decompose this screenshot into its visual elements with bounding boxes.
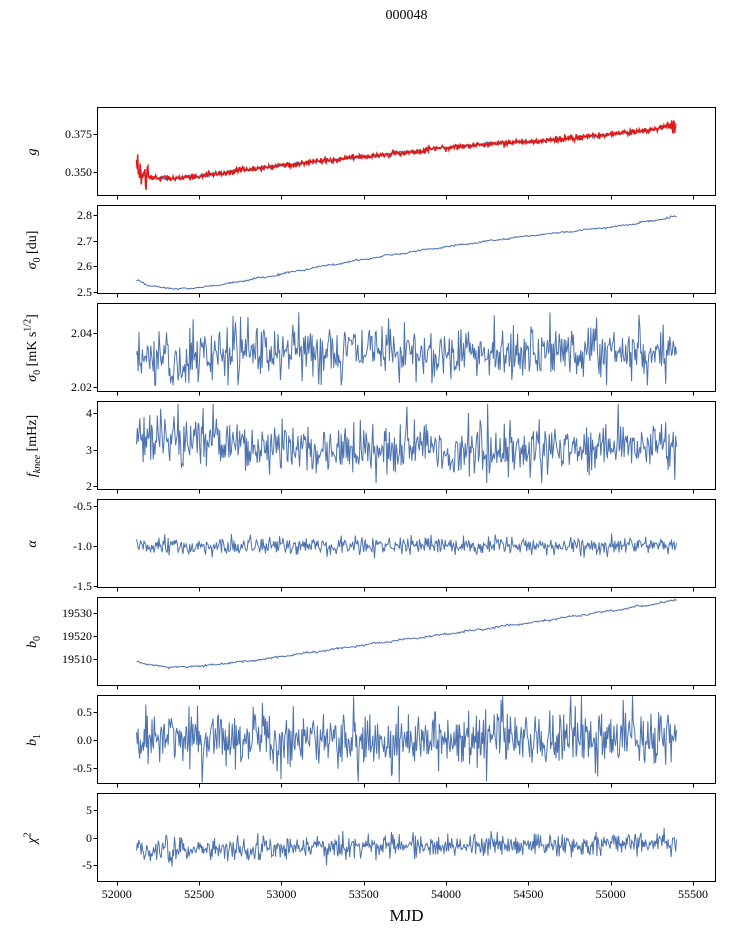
axes-frame	[97, 695, 716, 784]
series-alpha-curve	[136, 533, 677, 559]
y-tick-label: 0.375	[65, 127, 92, 142]
y-tick-label: -1.0	[73, 539, 92, 554]
y-axis-label-b0: b0	[25, 635, 43, 648]
series-b1-curve	[136, 696, 677, 783]
y-axis-label-sigma0-mks: σ0 [mK s1/2]	[22, 313, 43, 382]
tick-marks	[93, 506, 694, 592]
panel-alpha: -0.5 -1.0 -1.5 α	[0, 499, 729, 612]
tick-marks	[93, 333, 694, 396]
figure-title: 000048	[385, 8, 428, 23]
y-tick-label: -5	[82, 858, 92, 873]
series-chi2-curve	[136, 827, 677, 867]
plot-canvas-f-knee	[93, 401, 716, 494]
y-tick-label: 19520	[62, 628, 92, 643]
y-tick-label: 3	[86, 442, 92, 457]
y-tick-label: 2.7	[77, 233, 92, 248]
y-tick-label: 2.04	[71, 325, 92, 340]
axes-frame	[97, 107, 716, 196]
y-tick-label: 2.02	[71, 379, 92, 394]
y-tick-label: -0.5	[73, 760, 92, 775]
panel-g: 0.350 0.375 g	[0, 107, 729, 220]
y-axis-label-sigma0-du: σ0 [du]	[25, 230, 43, 269]
axes-frame	[97, 597, 716, 686]
series-gain-data	[135, 120, 677, 191]
y-tick-label: 2.8	[77, 208, 92, 222]
plot-canvas-b0	[93, 597, 716, 690]
plot-canvas-chi2	[93, 793, 716, 886]
x-tick-label: 55500	[677, 887, 708, 901]
x-tick-label: 52500	[184, 887, 215, 901]
panel-f-knee: 2 3 4 fknee [mHz]	[0, 401, 729, 514]
axes-frame	[97, 793, 716, 882]
x-tick-label: 54000	[431, 887, 461, 901]
plot-canvas-sigma0-du	[93, 205, 716, 298]
y-axis-label-alpha: α	[25, 539, 40, 548]
y-tick-label: 19530	[62, 605, 92, 620]
x-tick-label: 55000	[595, 887, 626, 901]
x-axis-label: MJD	[389, 906, 424, 925]
panel-b1: -0.5 0.0 0.5 b1	[0, 695, 729, 808]
plot-canvas-alpha	[93, 499, 716, 592]
plot-canvas-sigma0-mks	[93, 303, 716, 396]
x-tick-label: 52000	[101, 887, 132, 901]
axes-frame	[97, 303, 716, 392]
axes-frame	[97, 401, 716, 490]
tick-marks	[93, 613, 694, 690]
y-tick-label: 0.350	[65, 164, 92, 179]
axes-frame	[97, 499, 716, 588]
x-tick-label: 53000	[266, 887, 297, 901]
tick-marks	[93, 215, 694, 298]
y-tick-label: 0.5	[77, 704, 92, 719]
series-fknee-curve	[136, 403, 677, 484]
y-tick-label: 0.0	[77, 732, 92, 747]
y-axis-label-b1: b1	[25, 733, 43, 746]
panel-sigma0-mks: 2.02 2.04 σ0 [mK s1/2]	[0, 303, 729, 416]
panel-sigma0-du: 2.5 2.6 2.7 2.8 σ0 [du]	[0, 205, 729, 318]
y-axis-label-g: g	[25, 148, 40, 155]
axes-frame	[97, 205, 716, 294]
tick-marks	[93, 413, 694, 494]
y-tick-label: 19510	[62, 651, 92, 666]
panel-b0: 19510 19520 19530 b0	[0, 597, 729, 710]
y-tick-label: 5	[86, 802, 92, 817]
y-tick-label: 4	[86, 406, 92, 421]
x-tick-label: 54500	[513, 887, 544, 901]
y-tick-label: 0	[86, 830, 92, 845]
tick-marks	[93, 712, 694, 788]
plot-canvas-g	[93, 107, 716, 200]
series-sigma0-mks-curve	[136, 312, 677, 386]
tick-marks	[93, 810, 694, 886]
y-tick-label: 2	[86, 478, 92, 493]
panel-chi2: -5 0 5 χ2 52000 52500 53000 53500 54000 54500 5500…	[0, 793, 729, 906]
y-tick-label: 2.6	[77, 259, 92, 274]
plot-canvas-b1	[93, 695, 716, 788]
x-tick-label: 53500	[348, 887, 379, 901]
y-tick-label: -0.5	[73, 499, 92, 514]
series-b0-curve	[136, 598, 677, 670]
y-tick-label: -1.5	[73, 579, 92, 594]
tick-marks	[93, 134, 694, 200]
y-axis-label-chi2: χ2	[22, 831, 40, 844]
y-axis-label-f-knee: fknee [mHz]	[25, 414, 43, 477]
series-sigma0-du-curve	[136, 215, 677, 291]
y-tick-label: 2.5	[77, 284, 92, 299]
